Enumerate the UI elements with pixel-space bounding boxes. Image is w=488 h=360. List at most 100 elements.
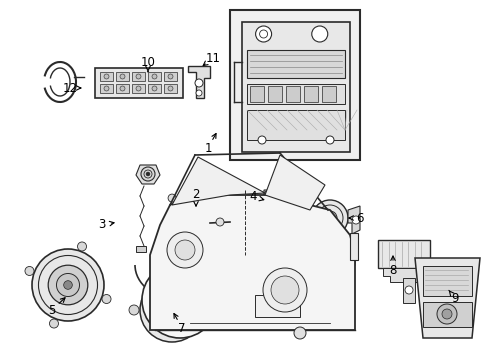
Circle shape [196, 90, 202, 96]
Circle shape [311, 26, 327, 42]
Circle shape [152, 74, 157, 79]
Polygon shape [264, 155, 325, 210]
Circle shape [57, 274, 80, 297]
Circle shape [436, 304, 456, 324]
Circle shape [281, 261, 348, 329]
Bar [254, 295, 299, 317]
Circle shape [311, 200, 347, 236]
Circle shape [195, 79, 203, 87]
Circle shape [49, 319, 59, 328]
Circle shape [305, 285, 325, 305]
Bar [422, 266, 471, 296]
Bar [422, 302, 471, 327]
Bar [304, 86, 317, 102]
Bar [285, 86, 299, 102]
Text: 3: 3 [98, 219, 105, 231]
Bar [246, 50, 345, 78]
Polygon shape [136, 165, 160, 184]
Bar [116, 72, 129, 81]
Circle shape [25, 266, 34, 275]
Circle shape [32, 249, 104, 321]
Polygon shape [414, 258, 479, 338]
Circle shape [102, 294, 111, 303]
Bar [148, 72, 161, 81]
Polygon shape [382, 268, 424, 282]
Circle shape [269, 196, 273, 200]
Text: 12: 12 [62, 81, 77, 94]
Polygon shape [264, 190, 284, 206]
Text: 9: 9 [450, 292, 458, 305]
Bar [229, 10, 359, 160]
Circle shape [104, 86, 109, 91]
Polygon shape [347, 206, 359, 234]
Bar [116, 84, 129, 93]
Circle shape [104, 74, 109, 79]
Bar [377, 240, 429, 268]
Circle shape [170, 196, 218, 244]
Bar [246, 110, 345, 140]
Circle shape [441, 309, 451, 319]
Text: 4: 4 [249, 190, 256, 203]
Circle shape [189, 215, 199, 225]
Polygon shape [172, 157, 264, 205]
Text: 10: 10 [140, 55, 155, 68]
Bar [163, 72, 177, 81]
Bar [242, 22, 349, 152]
Polygon shape [187, 66, 209, 98]
Circle shape [263, 189, 281, 207]
Circle shape [163, 301, 181, 319]
Bar [163, 84, 177, 93]
Circle shape [168, 288, 192, 312]
Circle shape [255, 26, 271, 42]
Circle shape [78, 242, 86, 251]
Circle shape [323, 211, 336, 225]
Text: 11: 11 [205, 51, 220, 64]
Circle shape [141, 167, 155, 181]
Bar [148, 84, 161, 93]
Circle shape [168, 86, 173, 91]
Bar [132, 72, 145, 81]
Circle shape [293, 327, 305, 339]
Bar [136, 246, 146, 252]
Circle shape [325, 136, 333, 144]
Circle shape [120, 86, 125, 91]
Text: 8: 8 [388, 264, 396, 276]
Text: 2: 2 [192, 189, 199, 202]
Text: 6: 6 [356, 211, 363, 225]
Circle shape [136, 86, 141, 91]
Bar [100, 84, 113, 93]
Circle shape [167, 232, 203, 268]
Text: 5: 5 [48, 303, 56, 316]
Circle shape [140, 278, 203, 342]
Circle shape [146, 172, 150, 176]
Text: 1: 1 [204, 141, 211, 154]
Circle shape [263, 268, 306, 312]
Circle shape [63, 281, 72, 289]
Circle shape [152, 86, 157, 91]
Polygon shape [150, 195, 354, 330]
Bar [132, 84, 145, 93]
Circle shape [48, 265, 88, 305]
Circle shape [154, 292, 189, 328]
Bar [95, 68, 183, 98]
Bar [249, 86, 264, 102]
Circle shape [168, 74, 173, 79]
Polygon shape [402, 278, 414, 303]
Circle shape [136, 74, 141, 79]
Circle shape [351, 216, 359, 224]
Bar [100, 72, 113, 81]
Bar [321, 86, 335, 102]
Circle shape [326, 215, 332, 221]
Circle shape [129, 305, 139, 315]
Circle shape [120, 74, 125, 79]
Circle shape [216, 218, 224, 226]
Circle shape [168, 307, 175, 313]
Bar [267, 86, 282, 102]
Circle shape [404, 286, 412, 294]
Bar [246, 84, 345, 104]
Circle shape [168, 194, 176, 202]
Circle shape [182, 208, 205, 232]
Circle shape [270, 276, 298, 304]
Circle shape [211, 194, 220, 202]
Circle shape [258, 136, 265, 144]
